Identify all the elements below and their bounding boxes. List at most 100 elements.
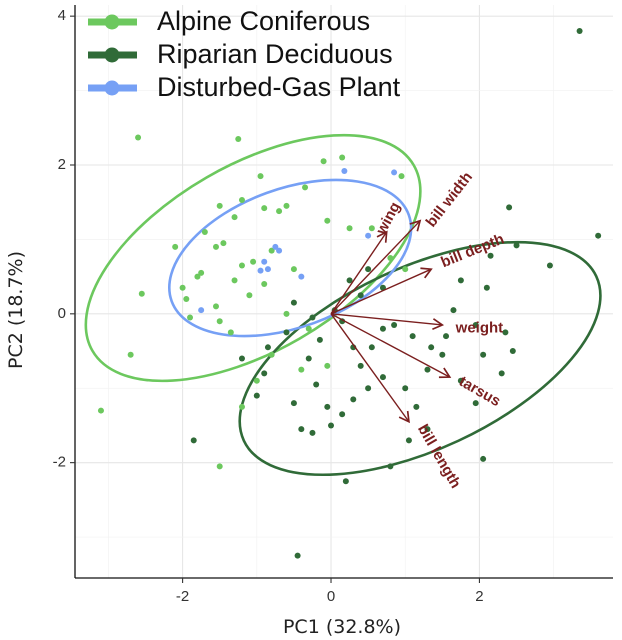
data-point-1-23: [379, 374, 386, 381]
data-point-1-16: [472, 400, 479, 407]
data-point-1-29: [305, 355, 312, 362]
data-point-1-41: [283, 329, 290, 336]
data-point-0-24: [231, 277, 238, 284]
data-point-1-40: [290, 299, 297, 306]
data-point-1-7: [483, 284, 490, 291]
data-point-1-59: [443, 333, 450, 340]
legend-label-0: Alpine Coniferous: [157, 6, 370, 36]
data-point-1-19: [424, 366, 431, 373]
data-point-1-11: [480, 351, 487, 358]
data-point-1-3: [513, 242, 520, 249]
y-tick-label: 4: [58, 7, 66, 24]
data-point-2-1: [272, 243, 279, 250]
data-point-0-11: [283, 202, 290, 209]
data-point-1-32: [357, 292, 364, 299]
data-point-1-52: [405, 437, 412, 444]
loading-arrow-5: [330, 313, 410, 424]
data-point-1-46: [298, 426, 305, 433]
data-point-0-6: [238, 196, 245, 203]
data-point-1-13: [509, 348, 516, 355]
data-point-0-17: [268, 247, 275, 254]
data-point-0-20: [290, 266, 297, 273]
data-point-1-30: [316, 336, 323, 343]
data-point-1-28: [313, 381, 320, 388]
legend-key-dot-0: [104, 14, 120, 30]
loading-arrow-3: [330, 313, 445, 331]
data-point-0-41: [268, 351, 275, 358]
loading-label-3: weight: [455, 320, 504, 337]
confidence-ellipses: [84, 133, 602, 477]
data-point-1-1: [595, 232, 602, 239]
data-point-1-6: [457, 277, 464, 284]
data-point-1-20: [379, 325, 386, 332]
data-point-0-25: [261, 281, 268, 288]
data-point-2-0: [341, 167, 348, 174]
data-point-0-21: [194, 273, 201, 280]
data-point-0-31: [227, 329, 234, 336]
data-point-1-55: [294, 552, 301, 559]
confidence-ellipse-2: [168, 178, 413, 338]
data-point-1-17: [413, 403, 420, 410]
loading-arrow-4: [330, 313, 452, 379]
data-point-0-3: [320, 158, 327, 165]
data-point-0-34: [305, 325, 312, 332]
data-point-0-43: [324, 362, 331, 369]
data-point-1-45: [290, 400, 297, 407]
data-point-0-16: [172, 243, 179, 250]
data-point-0-37: [97, 407, 104, 414]
data-point-1-48: [309, 429, 316, 436]
data-point-0-38: [216, 463, 223, 470]
data-point-0-4: [257, 173, 264, 180]
data-point-1-36: [409, 333, 416, 340]
loading-label-1: bill width: [423, 169, 476, 231]
data-point-2-5: [298, 273, 305, 280]
data-point-1-12: [498, 370, 505, 377]
data-point-1-49: [342, 478, 349, 485]
data-point-2-7: [198, 307, 205, 314]
data-point-0-8: [276, 208, 283, 215]
confidence-ellipse-0: [84, 133, 422, 383]
axes: -2 0 2 -2 0 2 4: [53, 5, 613, 605]
data-point-1-44: [253, 392, 260, 399]
data-point-1-18: [402, 385, 409, 392]
y-axis-title: PC2 (18.7%): [5, 251, 27, 369]
data-point-0-29: [212, 303, 219, 310]
data-point-0-10: [261, 205, 268, 212]
data-point-1-38: [391, 321, 398, 328]
data-point-1-4: [546, 262, 553, 269]
data-point-1-33: [346, 277, 353, 284]
data-point-1-53: [480, 455, 487, 462]
data-point-0-44: [387, 255, 394, 262]
data-point-1-10: [439, 351, 446, 358]
legend-label-2: Disturbed-Gas Plant: [157, 72, 401, 102]
data-point-0-1: [235, 135, 242, 142]
data-point-0-0: [135, 134, 142, 141]
confidence-ellipse-1: [238, 240, 602, 477]
loading-arrow-1: [330, 219, 422, 315]
data-point-0-26: [179, 284, 186, 291]
data-point-1-56: [238, 355, 245, 362]
data-point-0-46: [398, 173, 405, 180]
data-point-2-6: [276, 247, 283, 254]
data-point-1-21: [368, 344, 375, 351]
loading-arrow-0: [330, 230, 388, 315]
data-point-0-45: [402, 266, 409, 273]
data-point-2-2: [261, 258, 268, 265]
data-point-2-9: [391, 169, 398, 176]
data-point-0-36: [127, 351, 134, 358]
x-tick-label: -2: [176, 588, 189, 605]
data-point-1-5: [487, 252, 494, 259]
x-tick-label: 2: [475, 588, 483, 605]
y-tick-label: -2: [53, 454, 66, 471]
data-point-0-33: [283, 310, 290, 317]
loading-label-2: bill depth: [438, 230, 506, 271]
data-point-0-23: [250, 258, 257, 265]
data-point-1-14: [502, 329, 509, 336]
data-point-0-18: [220, 240, 227, 247]
data-point-0-19: [238, 262, 245, 269]
legend-key-dot-1: [104, 47, 120, 63]
data-point-1-43: [261, 370, 268, 377]
data-point-1-25: [350, 396, 357, 403]
